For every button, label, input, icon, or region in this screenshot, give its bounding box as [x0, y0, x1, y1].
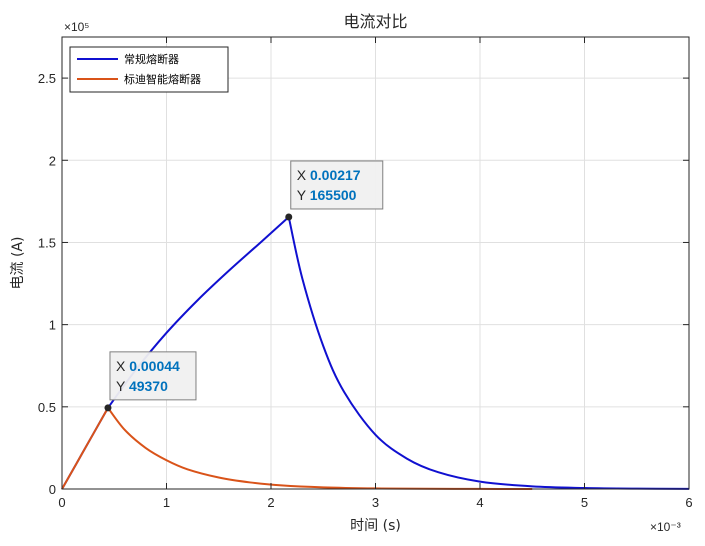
- legend-box: [69, 46, 229, 93]
- y-axis-label: 电流 (A): [10, 237, 26, 290]
- datatip-marker: [104, 404, 112, 412]
- y-tick-label: 0.5: [38, 400, 56, 415]
- datatip[interactable]: X 0.00217 Y 165500: [285, 160, 384, 221]
- datatip-box: [290, 160, 384, 210]
- x-exponent-label: ×10⁻³: [650, 520, 681, 534]
- datatips-layer: X 0.00044 Y 49370 X 0.00217 Y 165500: [104, 160, 384, 412]
- legend-label-series-2: 标迪智能熔断器: [124, 72, 201, 86]
- x-tick-label: 6: [685, 495, 692, 510]
- x-axis-label: 时间 (s): [350, 518, 401, 534]
- tick-labels-layer: 0 1 2 3 4 5 6 0 0.5 1 1.5 2 2.5: [38, 71, 693, 510]
- x-tick-label: 5: [581, 495, 588, 510]
- datatip-y-line: Y 49370: [116, 378, 168, 394]
- y-tick-label: 0: [49, 482, 56, 497]
- datatip[interactable]: X 0.00044 Y 49370: [104, 351, 197, 412]
- y-exponent-label: ×10⁵: [64, 20, 89, 34]
- legend-label-series-1: 常规熔断器: [124, 52, 179, 66]
- datatip-y-line: Y 165500: [297, 187, 357, 203]
- y-tick-label: 1.5: [38, 235, 56, 250]
- y-tick-label: 1: [49, 318, 56, 333]
- chart-title: 电流对比: [343, 12, 407, 31]
- y-tick-label: 2.5: [38, 71, 56, 86]
- x-tick-label: 4: [476, 495, 483, 510]
- x-tick-label: 1: [163, 495, 170, 510]
- x-tick-label: 0: [58, 495, 65, 510]
- x-tick-label: 2: [267, 495, 274, 510]
- ticks-layer: [61, 37, 690, 490]
- legend[interactable]: 常规熔断器 标迪智能熔断器: [69, 46, 229, 93]
- datatip-x-line: X 0.00217: [297, 167, 361, 183]
- datatip-marker: [285, 213, 293, 221]
- x-tick-label: 3: [372, 495, 379, 510]
- datatip-x-line: X 0.00044: [116, 358, 180, 374]
- datatip-box: [109, 351, 197, 401]
- y-tick-label: 2: [49, 153, 56, 168]
- grid-lines: [62, 37, 689, 489]
